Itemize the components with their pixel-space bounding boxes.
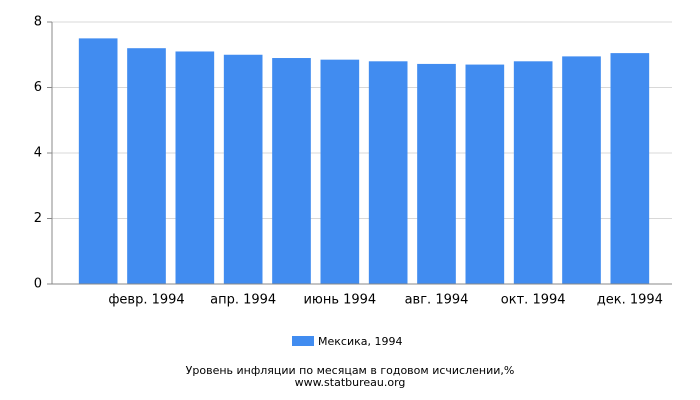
- bar: [78, 38, 118, 284]
- x-tick-label: дек. 1994: [597, 293, 663, 308]
- bar: [223, 54, 263, 284]
- bar: [272, 58, 311, 285]
- chart-subtitle: www.statbureau.org: [295, 376, 406, 389]
- bar: [175, 51, 215, 284]
- y-tick-label: 6: [34, 80, 42, 95]
- y-tick-label: 4: [34, 146, 42, 161]
- bar: [127, 48, 166, 285]
- chart-title: Уровень инфляции по месяцам в годовом ис…: [186, 364, 515, 377]
- x-tick-label: авг. 1994: [405, 293, 469, 308]
- bar: [368, 61, 408, 284]
- x-tick-label: февр. 1994: [108, 293, 184, 308]
- bar: [562, 56, 601, 285]
- x-tick-label: окт. 1994: [501, 293, 566, 308]
- legend-label: Мексика, 1994: [318, 335, 402, 348]
- y-tick-label: 0: [34, 277, 42, 292]
- legend-swatch: [292, 336, 314, 346]
- x-tick-label: июнь 1994: [303, 293, 376, 308]
- bar: [513, 61, 553, 284]
- bar: [320, 59, 360, 284]
- y-tick-label: 2: [34, 211, 42, 226]
- y-tick-label: 8: [34, 15, 42, 30]
- bar: [417, 63, 456, 284]
- bar: [465, 64, 505, 284]
- bar: [610, 53, 650, 284]
- x-tick-label: апр. 1994: [210, 293, 276, 308]
